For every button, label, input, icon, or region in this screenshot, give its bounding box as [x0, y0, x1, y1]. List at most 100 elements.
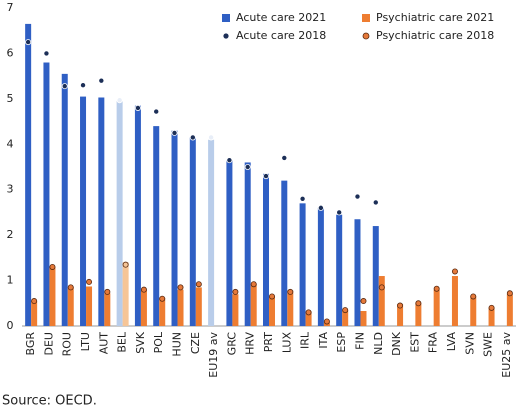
marker	[226, 157, 233, 164]
y-tick-label: 0	[7, 319, 14, 332]
marker	[299, 195, 306, 202]
bar	[287, 290, 294, 326]
x-tick-label: FRA	[427, 332, 440, 354]
marker	[98, 77, 105, 84]
marker	[49, 263, 56, 270]
marker	[140, 286, 147, 293]
marker	[354, 193, 361, 200]
marker	[262, 173, 269, 180]
marker	[159, 295, 166, 302]
x-tick-label: BEL	[116, 331, 129, 352]
y-tick-label: 2	[7, 228, 14, 241]
y-tick-label: 5	[7, 92, 14, 105]
bar	[31, 301, 38, 326]
bar	[263, 173, 269, 326]
bar	[433, 289, 440, 326]
legend-swatch	[222, 14, 230, 22]
bar	[195, 287, 202, 326]
marker	[397, 302, 404, 309]
marker	[31, 298, 38, 305]
bar	[61, 73, 68, 326]
bar	[159, 297, 166, 326]
marker	[25, 39, 32, 46]
bar	[269, 296, 275, 326]
y-tick-label: 3	[7, 183, 14, 196]
marker	[415, 300, 422, 307]
bar	[86, 286, 93, 326]
bar	[415, 303, 422, 326]
legend-swatch	[362, 14, 370, 22]
marker	[80, 82, 87, 89]
marker	[177, 284, 184, 291]
legend-label: Psychiatric care 2018	[376, 29, 494, 42]
bar	[299, 203, 306, 326]
bar	[171, 130, 178, 326]
bar	[305, 311, 312, 326]
marker	[232, 288, 239, 295]
marker	[43, 50, 50, 57]
x-tick-label: AUT	[97, 332, 110, 355]
bar	[336, 214, 343, 326]
bar	[43, 62, 50, 327]
x-tick-label: PRT	[262, 332, 275, 352]
x-tick-label: LTU	[79, 332, 92, 351]
bar	[470, 296, 477, 326]
x-tick-label: NLD	[372, 332, 385, 355]
x-tick-label: SVK	[134, 331, 147, 354]
bar	[232, 294, 239, 326]
marker	[171, 129, 178, 136]
y-tick-label: 1	[7, 274, 14, 287]
marker	[305, 309, 312, 316]
marker	[470, 293, 477, 300]
marker	[268, 293, 275, 300]
bar	[80, 96, 87, 326]
legend-label: Acute care 2018	[236, 29, 326, 42]
x-tick-label: ITA	[317, 332, 330, 349]
marker	[342, 307, 349, 314]
bar	[372, 226, 379, 326]
marker	[67, 284, 74, 291]
marker	[506, 290, 513, 297]
x-tick-label: IRL	[299, 331, 312, 349]
bar	[177, 289, 184, 326]
marker	[116, 97, 123, 104]
bar	[49, 266, 56, 326]
x-tick-label: POL	[152, 331, 165, 353]
bar	[140, 289, 147, 326]
x-tick-label: BGR	[24, 332, 37, 356]
marker	[61, 83, 68, 90]
marker	[153, 108, 160, 115]
marker	[250, 281, 257, 288]
marker	[208, 134, 215, 141]
bar	[354, 219, 361, 326]
marker	[372, 199, 379, 206]
y-tick-label: 6	[7, 46, 14, 59]
legend-swatch	[222, 32, 230, 40]
marker	[336, 209, 343, 216]
marker	[104, 288, 111, 295]
marker	[122, 261, 129, 268]
bar	[317, 207, 324, 326]
bar	[153, 126, 160, 326]
bar	[451, 276, 458, 326]
x-tick-label: CZE	[189, 332, 202, 354]
marker	[360, 298, 367, 305]
marker	[287, 288, 294, 295]
legend-label: Acute care 2021	[236, 11, 326, 24]
bar	[281, 180, 288, 326]
x-tick-label: DNK	[390, 331, 403, 356]
x-tick-label: GRC	[225, 332, 238, 356]
x-tick-label: LUX	[280, 332, 293, 354]
marker	[488, 304, 495, 311]
bar	[342, 310, 349, 326]
bar	[98, 97, 105, 326]
bar	[189, 137, 196, 326]
x-tick-label: ROU	[61, 332, 74, 356]
source-note: Source: OECD.	[2, 394, 97, 409]
marker	[323, 318, 330, 325]
bar	[208, 139, 215, 326]
legend-label: Psychiatric care 2021	[376, 11, 494, 24]
marker	[86, 278, 93, 285]
x-tick-label: SWE	[482, 332, 495, 357]
